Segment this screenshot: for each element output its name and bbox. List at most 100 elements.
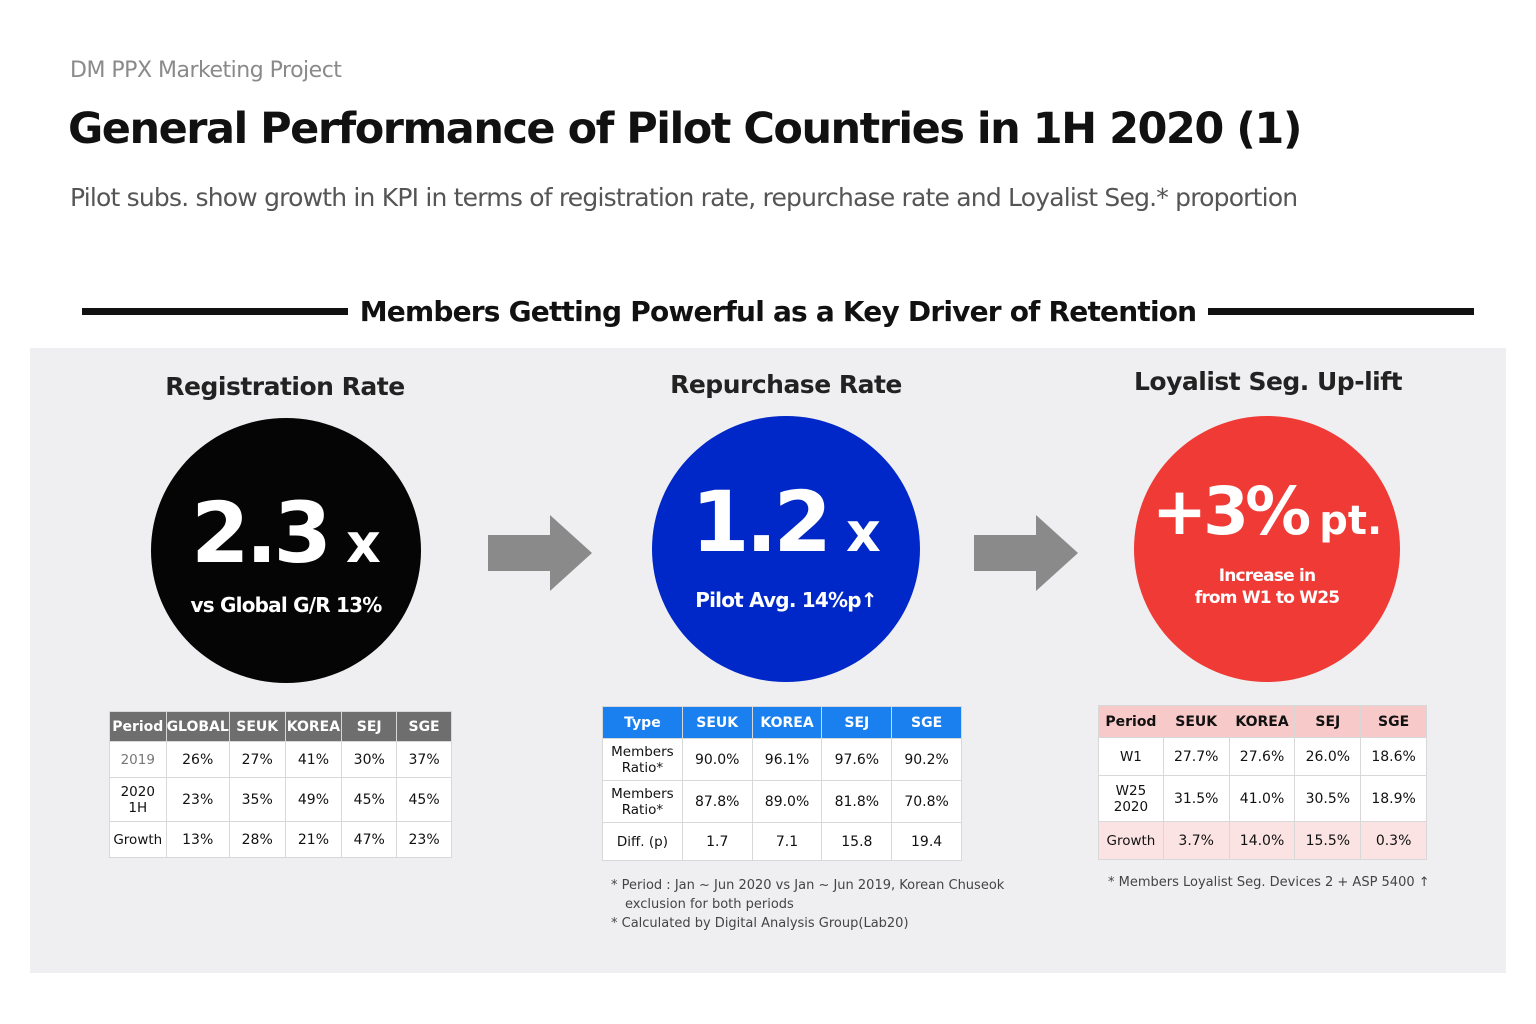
loyalist-sub-line: from W1 to W25 <box>1194 588 1340 608</box>
registration-sub: vs Global G/R 13% <box>190 592 383 617</box>
table-header: SEUK <box>1162 705 1230 738</box>
table-cell: 87.8% <box>681 780 753 823</box>
table-cell: 30% <box>341 741 398 778</box>
table-header: SEUK <box>681 706 753 739</box>
table-cell: 18.9% <box>1360 775 1427 822</box>
table-cell: Members Ratio* <box>602 780 683 823</box>
table-cell: Members Ratio* <box>602 738 683 781</box>
table-header: SGE <box>396 711 452 742</box>
arrow-right-icon <box>488 515 592 591</box>
table-header: SEJ <box>1294 705 1362 738</box>
table-cell: 2019 <box>109 741 167 778</box>
table-header: SEUK <box>228 711 286 742</box>
page-title: General Performance of Pilot Countries i… <box>68 104 1302 154</box>
table-cell: 27.7% <box>1162 737 1230 776</box>
table-cell: 37% <box>396 741 452 778</box>
page-subtitle: Pilot subs. show growth in KPI in terms … <box>70 183 1298 212</box>
table-row: 2019 26% 27% 41% 30% 37% <box>109 741 452 778</box>
loyalist-circle: +3% pt. Increase in from W1 to W25 <box>1134 416 1400 682</box>
table-cell: 97.6% <box>821 738 893 781</box>
table-cell: 35% <box>228 777 286 822</box>
footnote-line: * Period : Jan ~ Jun 2020 vs Jan ~ Jun 2… <box>611 878 1005 893</box>
table-cell: 27% <box>228 741 286 778</box>
table-cell: 21% <box>284 821 343 858</box>
table-cell: Diff. (p) <box>602 822 683 861</box>
table-cell: 45% <box>341 777 398 822</box>
loyalist-table: Period SEUK KOREA SEJ SGE W1 27.7% 27.6%… <box>1098 705 1427 860</box>
table-cell: 41.0% <box>1228 775 1296 822</box>
loyalist-sub: Increase in from W1 to W25 <box>1195 565 1340 609</box>
table-header: SEJ <box>341 711 398 742</box>
table-header: SGE <box>891 706 962 739</box>
loyalist-title: Loyalist Seg. Up-lift <box>1134 367 1403 396</box>
repurchase-footnote: * Period : Jan ~ Jun 2020 vs Jan ~ Jun 2… <box>611 876 1004 933</box>
repurchase-unit: x <box>845 501 881 564</box>
registration-table: Period GLOBAL SEUK KOREA SEJ SGE 2019 26… <box>109 711 452 858</box>
section-rule-right <box>1208 307 1475 315</box>
table-cell: 13% <box>165 821 230 858</box>
registration-circle: 2.3 x vs Global G/R 13% <box>151 418 421 683</box>
table-header: SEJ <box>821 706 893 739</box>
table-cell: 31.5% <box>1162 775 1230 822</box>
table-cell: 2020 1H <box>109 777 167 822</box>
table-cell: 26.0% <box>1294 737 1362 776</box>
table-row: Growth 13% 28% 21% 47% 23% <box>109 821 452 858</box>
table-row: Growth 3.7% 14.0% 15.5% 0.3% <box>1098 821 1427 860</box>
table-cell: 27.6% <box>1228 737 1296 776</box>
table-cell: Growth <box>109 821 167 858</box>
table-cell: 70.8% <box>891 780 962 823</box>
table-header: KOREA <box>751 706 823 739</box>
repurchase-title: Repurchase Rate <box>670 370 902 399</box>
table-row: 2020 1H 23% 35% 49% 45% 45% <box>109 777 452 822</box>
table-cell: 23% <box>396 821 452 858</box>
table-cell: 23% <box>165 777 230 822</box>
repurchase-table: Type SEUK KOREA SEJ SGE Members Ratio* 9… <box>602 706 962 861</box>
table-cell: 26% <box>165 741 230 778</box>
table-cell: W25 2020 <box>1098 775 1164 822</box>
section-rule-left <box>82 307 348 315</box>
table-row: W1 27.7% 27.6% 26.0% 18.6% <box>1098 737 1427 776</box>
table-cell: 15.8 <box>821 822 893 861</box>
table-row: W25 2020 31.5% 41.0% 30.5% 18.9% <box>1098 775 1427 822</box>
loyalist-value: +3% <box>1151 473 1311 550</box>
table-cell: 47% <box>341 821 398 858</box>
registration-unit: x <box>345 511 381 575</box>
table-cell: 3.7% <box>1162 821 1230 860</box>
table-header: GLOBAL <box>165 711 230 742</box>
loyalist-footnote: * Members Loyalist Seg. Devices 2 + ASP … <box>1108 875 1430 890</box>
loyalist-sub-line: Increase in <box>1218 566 1316 586</box>
table-cell: 30.5% <box>1294 775 1362 822</box>
loyalist-unit: pt. <box>1319 498 1383 544</box>
table-cell: 18.6% <box>1360 737 1427 776</box>
table-cell: 45% <box>396 777 452 822</box>
table-header: Type <box>602 706 683 739</box>
registration-title: Registration Rate <box>165 372 405 401</box>
table-row: Members Ratio* 87.8% 89.0% 81.8% 70.8% <box>602 780 962 823</box>
table-cell: 41% <box>284 741 343 778</box>
section-header: Members Getting Powerful as a Key Driver… <box>82 288 1475 334</box>
registration-value: 2.3 <box>191 483 332 582</box>
footnote-line: * Calculated by Digital Analysis Group(L… <box>611 916 909 931</box>
table-cell: 89.0% <box>751 780 823 823</box>
table-header: KOREA <box>284 711 343 742</box>
table-cell: 90.0% <box>681 738 753 781</box>
project-label: DM PPX Marketing Project <box>70 58 342 83</box>
arrow-right-icon <box>974 515 1078 591</box>
table-cell: Growth <box>1098 821 1164 860</box>
table-cell: 81.8% <box>821 780 893 823</box>
section-title: Members Getting Powerful as a Key Driver… <box>359 294 1197 328</box>
table-cell: 15.5% <box>1294 821 1362 860</box>
table-cell: 19.4 <box>891 822 962 861</box>
table-cell: W1 <box>1098 737 1164 776</box>
table-row: Members Ratio* 90.0% 96.1% 97.6% 90.2% <box>602 738 962 781</box>
table-cell: 7.1 <box>751 822 823 861</box>
table-cell: 96.1% <box>751 738 823 781</box>
table-cell: 0.3% <box>1360 821 1427 860</box>
table-cell: 28% <box>228 821 286 858</box>
repurchase-value: 1.2 <box>691 473 832 571</box>
table-header: KOREA <box>1228 705 1296 738</box>
table-cell: 14.0% <box>1228 821 1296 860</box>
table-header: Period <box>1098 705 1164 738</box>
table-header: Period <box>109 711 167 742</box>
table-cell: 49% <box>284 777 343 822</box>
